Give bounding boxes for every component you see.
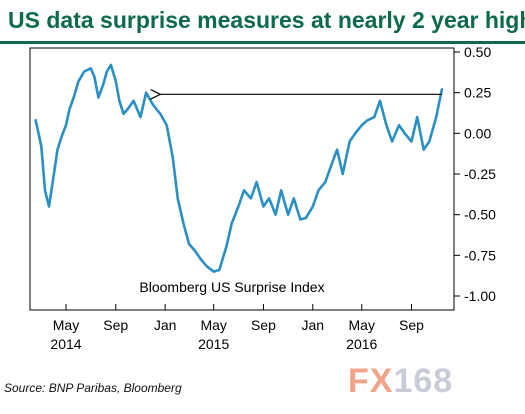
y-tick-label: -0.50 [464,207,496,223]
watermark-part2: 168 [393,362,454,400]
x-year-label: 2014 [50,336,81,352]
watermark-part1: FX [348,362,394,400]
x-tick-label: May [200,317,226,333]
chart-annotation: Bloomberg US Surprise Index [139,279,324,295]
y-tick-label: -1.00 [464,288,496,304]
x-tick-label: May [53,317,79,333]
series-line [34,63,444,273]
source-note: Source: BNP Paribas, Bloomberg [4,381,182,395]
title-bar: US data surprise measures at nearly 2 ye… [0,0,525,44]
y-tick-label: 0.50 [464,44,491,60]
x-tick-label: Sep [251,317,276,333]
chart-title: US data surprise measures at nearly 2 ye… [8,7,525,33]
y-tick-label: 0.00 [464,125,491,141]
x-year-label: 2016 [346,336,377,352]
x-tick-label: Jan [302,317,325,333]
plot-frame [29,47,455,311]
x-axis: May Sep Jan May Sep Jan May Sep 2014 2015 2016 [50,304,424,352]
watermark-logo: FX168 [348,362,453,401]
y-tick-label: -0.25 [464,166,496,182]
y-tick-label: 0.25 [464,85,491,101]
y-axis: 0.50 0.25 0.00 -0.25 -0.50 -0.75 -1.00 [454,44,496,304]
series-group [34,63,444,273]
y-tick-label: -0.75 [464,247,496,263]
x-year-label: 2015 [198,336,229,352]
x-tick-label: Sep [103,317,128,333]
x-tick-label: May [349,317,375,333]
x-tick-label: Sep [399,317,424,333]
x-tick-label: Jan [154,317,177,333]
